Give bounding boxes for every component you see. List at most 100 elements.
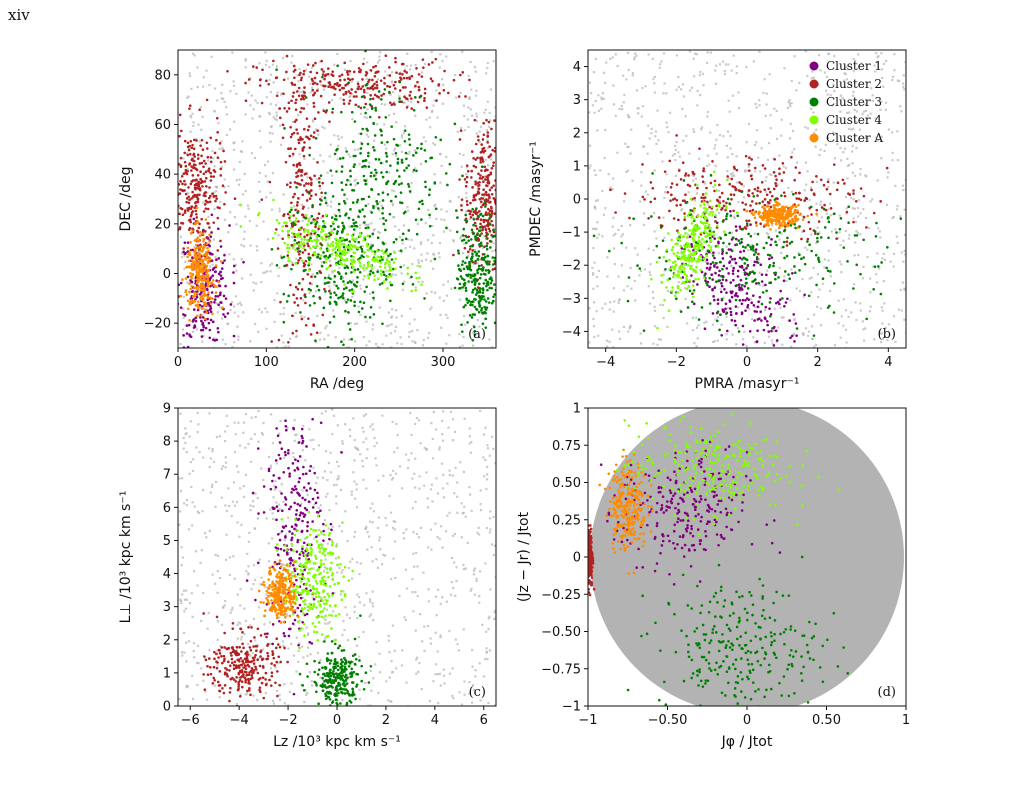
data-point [178, 113, 182, 117]
background-point [367, 223, 370, 226]
background-point [636, 253, 639, 256]
background-point [653, 91, 656, 94]
data-point [386, 84, 389, 88]
data-point [484, 269, 488, 272]
background-point [693, 75, 696, 78]
data-point [790, 334, 794, 338]
background-point [730, 264, 733, 268]
panel-a-background-points [178, 50, 496, 348]
data-point [343, 263, 347, 267]
data-point [304, 216, 307, 220]
background-point [452, 240, 455, 243]
data-point [219, 274, 223, 277]
background-point [649, 273, 652, 276]
data-point [204, 268, 207, 272]
data-point [503, 270, 506, 273]
data-point [196, 288, 200, 291]
data-point [203, 279, 207, 282]
background-point [240, 243, 243, 247]
background-point [597, 233, 601, 236]
data-point [181, 278, 184, 281]
background-point [368, 161, 371, 164]
data-point [198, 252, 201, 256]
data-point [714, 271, 717, 275]
background-point [184, 260, 187, 263]
data-point [293, 192, 296, 196]
background-point [665, 185, 668, 189]
data-point [752, 294, 755, 297]
data-point [326, 244, 330, 247]
background-point [268, 78, 271, 82]
data-point [305, 199, 309, 202]
data-point [465, 175, 469, 179]
background-point [279, 313, 282, 316]
data-point [366, 234, 370, 238]
data-point [185, 293, 189, 296]
data-point [290, 99, 293, 103]
background-point [592, 71, 596, 74]
data-point [174, 212, 177, 215]
background-point [838, 260, 842, 263]
data-point [303, 263, 307, 267]
data-point [392, 261, 396, 264]
background-point [592, 273, 595, 276]
background-point [264, 51, 267, 54]
background-point [714, 144, 717, 147]
data-point [198, 259, 202, 263]
data-point [335, 303, 338, 306]
background-point [617, 299, 620, 302]
background-point [726, 170, 729, 173]
data-point [333, 247, 337, 251]
data-point [415, 276, 418, 280]
background-point [766, 269, 769, 272]
background-point [376, 78, 380, 81]
background-point [416, 222, 419, 226]
data-point [815, 208, 819, 212]
background-point [819, 200, 823, 203]
background-point [588, 341, 591, 344]
data-point [752, 304, 756, 307]
data-point [305, 117, 309, 120]
data-point [477, 250, 481, 253]
background-point [462, 335, 465, 339]
data-point [298, 226, 301, 230]
data-point [198, 249, 202, 252]
data-point [183, 252, 187, 256]
data-point [216, 131, 219, 134]
data-point [340, 165, 344, 168]
data-point [207, 249, 210, 253]
data-point [717, 273, 721, 277]
data-point [285, 54, 289, 58]
data-point [320, 229, 324, 232]
data-point [377, 192, 380, 196]
background-point [304, 68, 308, 71]
data-point [390, 258, 394, 261]
background-point [620, 235, 623, 238]
data-point [789, 336, 792, 340]
data-point [196, 314, 199, 318]
background-point [727, 63, 730, 66]
background-point [815, 343, 818, 347]
data-point [222, 294, 226, 298]
data-point [480, 264, 483, 267]
data-point [200, 335, 204, 338]
data-point [706, 262, 709, 265]
panel-b-points [588, 50, 906, 348]
data-point [204, 170, 208, 174]
background-point [224, 343, 227, 346]
background-point [622, 289, 626, 292]
data-point [310, 181, 313, 185]
data-point [487, 193, 491, 197]
background-point [899, 105, 902, 108]
background-point [705, 164, 709, 168]
data-point [734, 261, 738, 265]
data-point [183, 209, 187, 212]
background-point [282, 341, 285, 344]
data-point [294, 262, 298, 265]
data-point [479, 273, 483, 276]
data-point [435, 99, 438, 102]
data-point [316, 244, 319, 248]
data-point [483, 298, 486, 301]
data-point [362, 238, 365, 242]
data-point [358, 261, 362, 265]
